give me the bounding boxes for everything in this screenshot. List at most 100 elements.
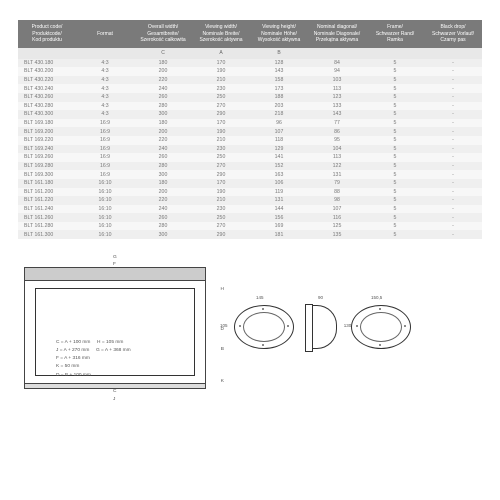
table-cell: 5	[366, 67, 424, 76]
table-cell: 16:9	[76, 145, 134, 154]
table-cell: BLT 161.180	[18, 179, 76, 188]
table-cell: 163	[250, 170, 308, 179]
table-cell: 300	[134, 170, 192, 179]
table-row: BLT 161.22016:10220210131985-	[18, 196, 482, 205]
table-cell: BLT 430.260	[18, 93, 76, 102]
table-cell: BLT 169.300	[18, 170, 76, 179]
table-header-cell: Frame/Schwarzer Rand/Ramka	[366, 20, 424, 48]
table-cell: BLT 161.260	[18, 213, 76, 222]
table-body: CABBLT 430.1804:3180170128845-BLT 430.20…	[18, 48, 482, 239]
table-row: BLT 430.1804:3180170128845-	[18, 59, 482, 68]
table-cell: 16:10	[76, 179, 134, 188]
table-cell: 5	[366, 93, 424, 102]
table-cell: -	[424, 67, 482, 76]
table-cell: 260	[134, 93, 192, 102]
table-cell: 152	[250, 162, 308, 171]
table-cell: 129	[250, 145, 308, 154]
table-cell: 77	[308, 119, 366, 128]
table-cell: 5	[366, 76, 424, 85]
table-row: BLT 169.20016:9200190107865-	[18, 127, 482, 136]
table-header-cell: Overall width/Gesamtbreite/Szerokość cał…	[134, 20, 192, 48]
table-cell: 218	[250, 110, 308, 119]
table-cell: 240	[134, 145, 192, 154]
table-cell: BLT 161.300	[18, 230, 76, 239]
table-header-cell: Product code/Produktcode/Kod produktu	[18, 20, 76, 48]
table-cell: 4:3	[76, 110, 134, 119]
table-cell: -	[424, 179, 482, 188]
table-cell: 260	[134, 213, 192, 222]
table-cell: 118	[250, 136, 308, 145]
table-row: BLT 430.2404:32402301731135-	[18, 84, 482, 93]
table-cell: -	[424, 222, 482, 231]
table-cell: 190	[192, 67, 250, 76]
bracket-width: 90	[318, 295, 323, 300]
table-row: BLT 430.2804:32802702031335-	[18, 102, 482, 111]
table-cell: -	[424, 162, 482, 171]
table-cell: 230	[192, 205, 250, 214]
table-row: BLT 161.26016:102602501561165-	[18, 213, 482, 222]
table-cell: 113	[308, 84, 366, 93]
table-cell: -	[424, 153, 482, 162]
table-cell: 5	[366, 153, 424, 162]
table-cell: 200	[134, 188, 192, 197]
table-cell: BLT 169.200	[18, 127, 76, 136]
table-cell: 180	[134, 59, 192, 68]
table-row: BLT 430.3004:33002902181435-	[18, 110, 482, 119]
table-cell: 280	[134, 162, 192, 171]
oval-view-2: 150,5	[351, 305, 411, 349]
table-cell: 220	[134, 136, 192, 145]
table-cell: 190	[192, 127, 250, 136]
table-cell: 170	[192, 59, 250, 68]
dim-H: H	[221, 287, 224, 292]
table-cell: BLT 161.200	[18, 188, 76, 197]
table-cell: 220	[134, 196, 192, 205]
table-cell: 107	[308, 205, 366, 214]
table-cell: 203	[250, 102, 308, 111]
table-cell: 290	[192, 230, 250, 239]
table-cell: BLT 169.220	[18, 136, 76, 145]
table-header-cell: Viewing width/Nominale Breite/Szerokość …	[192, 20, 250, 48]
table-cell: 16:9	[76, 136, 134, 145]
table-cell: -	[424, 170, 482, 179]
table-cell: 143	[250, 67, 308, 76]
side-views: 145 105 90 130,5 90 150,5	[234, 305, 411, 349]
table-cell: 96	[250, 119, 308, 128]
table-cell: 123	[308, 93, 366, 102]
table-cell: BLT 161.280	[18, 222, 76, 231]
subheader-cell	[366, 48, 424, 59]
table-cell: 4:3	[76, 102, 134, 111]
table-cell: -	[424, 188, 482, 197]
subheader-cell	[308, 48, 366, 59]
table-cell: 270	[192, 222, 250, 231]
table-cell: -	[424, 102, 482, 111]
table-cell: 84	[308, 59, 366, 68]
table-cell: 119	[250, 188, 308, 197]
diagram-section: G F C = A + 100 mm H = 105 mmJ = A + 270…	[18, 257, 482, 397]
table-cell: 220	[134, 76, 192, 85]
table-cell: 94	[308, 67, 366, 76]
table-cell: 5	[366, 230, 424, 239]
table-row: BLT 430.2004:3200190143945-	[18, 67, 482, 76]
dim-J: J	[113, 397, 115, 402]
table-cell: 173	[250, 84, 308, 93]
table-cell: 210	[192, 196, 250, 205]
table-cell: BLT 430.220	[18, 76, 76, 85]
table-row: BLT 169.28016:92802701521225-	[18, 162, 482, 171]
table-cell: 5	[366, 119, 424, 128]
table-cell: 5	[366, 145, 424, 154]
table-cell: 141	[250, 153, 308, 162]
dim-G: G	[113, 255, 117, 260]
table-cell: 113	[308, 153, 366, 162]
table-cell: 16:9	[76, 153, 134, 162]
table-cell: -	[424, 127, 482, 136]
table-cell: 181	[250, 230, 308, 239]
table-header-cell: Format	[76, 20, 134, 48]
table-cell: 170	[192, 179, 250, 188]
table-cell: 16:10	[76, 230, 134, 239]
table-cell: 290	[192, 170, 250, 179]
dim-B: B	[221, 347, 224, 352]
table-row: BLT 169.24016:92402301291045-	[18, 145, 482, 154]
table-cell: 5	[366, 127, 424, 136]
oval3-width: 150,5	[371, 295, 382, 300]
table-cell: BLT 430.300	[18, 110, 76, 119]
